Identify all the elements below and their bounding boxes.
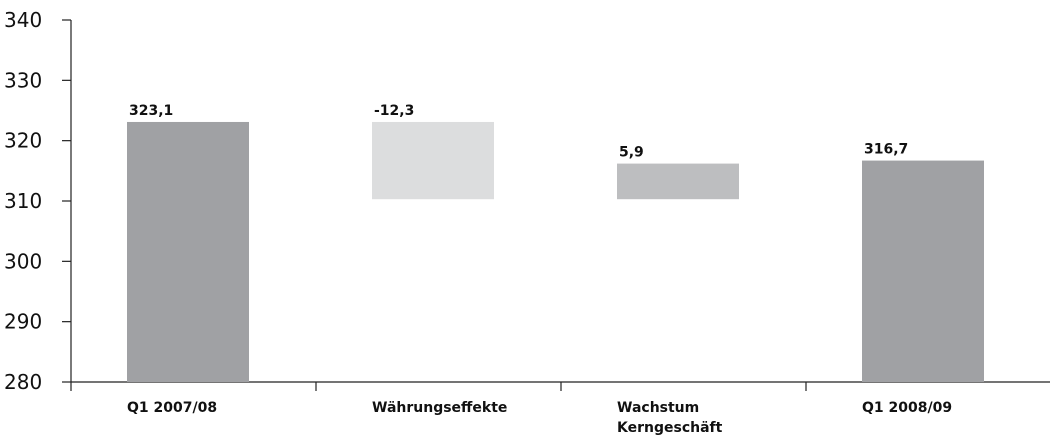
category-label: Q1 2008/09 bbox=[862, 400, 952, 416]
y-tick-label: 340 bbox=[4, 8, 42, 32]
bar bbox=[617, 163, 739, 200]
bars bbox=[127, 121, 984, 383]
y-tick-label: 320 bbox=[4, 129, 42, 153]
category-label: Q1 2007/08 bbox=[127, 400, 217, 416]
category-label: Währungseffekte bbox=[372, 400, 507, 416]
y-tick-label: 330 bbox=[4, 68, 42, 92]
category-labels: Q1 2007/08 Währungseffekte Wachstum Kernges… bbox=[127, 400, 952, 436]
y-tick-label: 290 bbox=[4, 310, 42, 334]
data-labels: 323,1 -12,3 5,9 316,7 bbox=[129, 103, 908, 161]
bar bbox=[127, 121, 249, 383]
y-tick-label: 310 bbox=[4, 189, 42, 213]
bar bbox=[372, 121, 494, 200]
data-label: 5,9 bbox=[619, 145, 644, 161]
y-tick-label: 300 bbox=[4, 249, 42, 273]
category-label: Wachstum bbox=[617, 400, 699, 416]
data-label: 323,1 bbox=[129, 103, 173, 119]
x-axis bbox=[70, 381, 1050, 391]
data-label: -12,3 bbox=[374, 103, 414, 119]
bar bbox=[862, 160, 984, 382]
y-axis: 280 290 300 310 320 330 340 bbox=[4, 8, 72, 394]
y-tick-label: 280 bbox=[4, 370, 42, 394]
data-label: 316,7 bbox=[864, 142, 908, 158]
category-label: Kerngeschäft bbox=[617, 420, 723, 436]
